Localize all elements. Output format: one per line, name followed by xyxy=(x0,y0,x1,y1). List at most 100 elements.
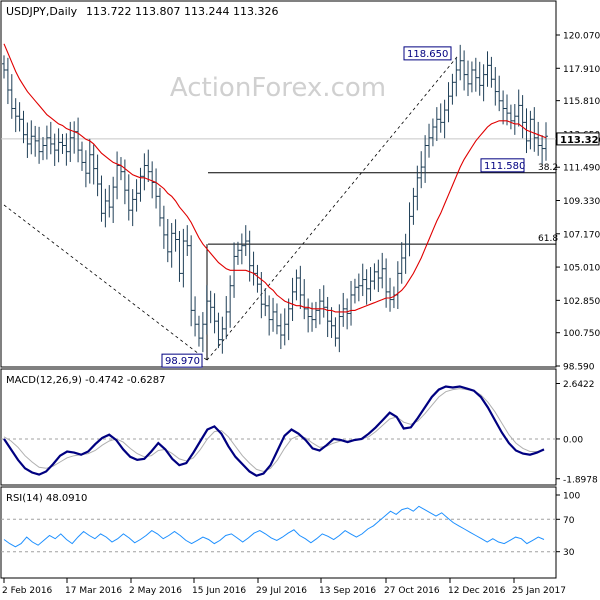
price-bar xyxy=(310,302,315,332)
price-chart-title: USDJPY,Daily xyxy=(6,5,78,18)
rsi-y-tick-label: 30 xyxy=(563,548,575,558)
price-bar xyxy=(306,298,311,333)
price-bar xyxy=(130,189,135,227)
price-bar xyxy=(466,60,471,97)
price-bar xyxy=(528,110,533,150)
price-bar xyxy=(40,137,45,161)
price-bar xyxy=(341,292,346,327)
price-bar xyxy=(274,303,279,335)
price-bar xyxy=(372,263,377,290)
price-bar xyxy=(430,118,435,147)
rsi-y-tick-label: 70 xyxy=(563,516,575,526)
x-tick-label: 13 Sep 2016 xyxy=(319,586,376,596)
price-bar xyxy=(33,125,38,157)
macd-y-tick-label: -1.8978 xyxy=(563,475,598,485)
price-bar xyxy=(376,259,381,293)
price-bar xyxy=(469,61,474,93)
price-bar xyxy=(173,219,178,252)
price-bar xyxy=(169,222,174,268)
price-bar xyxy=(161,205,166,249)
rsi-panel-frame xyxy=(0,486,557,579)
price-bar xyxy=(5,57,10,105)
price-annotations: 98.970 118.650 111.580 38.2 61.8 xyxy=(161,46,558,368)
x-tick-label: 17 Mar 2016 xyxy=(65,586,122,596)
price-bar xyxy=(536,121,541,156)
price-y-tick-label: 98.590 xyxy=(563,363,595,373)
price-bar xyxy=(204,285,209,335)
macd-signal-line xyxy=(3,388,545,473)
watermark: ActionForex.com xyxy=(170,73,386,103)
price-bar xyxy=(380,252,385,289)
price-y-tick-label: 115.810 xyxy=(563,97,600,107)
price-bar xyxy=(103,188,108,228)
rsi-line xyxy=(3,505,545,548)
macd-y-axis: 2.6422 0.00 -1.8978 xyxy=(556,380,598,485)
price-bar xyxy=(419,151,424,189)
price-bars xyxy=(2,44,548,354)
price-bar xyxy=(107,185,112,218)
price-bar xyxy=(200,312,205,353)
price-bar xyxy=(150,161,155,199)
price-bar xyxy=(17,102,22,132)
price-bar xyxy=(384,258,389,308)
price-bar xyxy=(489,56,494,88)
price-bar xyxy=(189,235,194,327)
price-bar xyxy=(505,94,510,126)
price-bar xyxy=(458,44,463,81)
price-bar xyxy=(540,135,545,165)
price-bar xyxy=(493,67,498,106)
price-bar xyxy=(302,279,307,320)
price-bar xyxy=(9,74,14,119)
price-bar xyxy=(388,277,393,312)
price-bar xyxy=(44,125,49,160)
price-bar xyxy=(333,317,338,347)
price-y-tick-label: 107.170 xyxy=(563,230,600,240)
price-bar xyxy=(68,121,73,162)
price-bar xyxy=(224,296,229,340)
high-label: 118.650 xyxy=(407,49,448,60)
price-y-tick-label: 111.490 xyxy=(563,164,600,174)
price-y-tick-label: 117.910 xyxy=(563,65,600,75)
price-bar xyxy=(216,312,221,349)
price-bar xyxy=(271,297,276,332)
price-bar xyxy=(122,159,127,205)
price-bar xyxy=(282,308,287,346)
price-bar xyxy=(21,110,26,144)
price-bar xyxy=(403,233,408,274)
x-tick-label: 15 Jun 2016 xyxy=(192,586,246,596)
price-bar xyxy=(286,298,291,341)
price-bar xyxy=(142,153,147,191)
price-bar xyxy=(99,175,104,222)
price-bar xyxy=(434,107,439,142)
price-bar xyxy=(79,141,84,171)
price-y-tick-label: 109.330 xyxy=(563,197,600,207)
price-bar xyxy=(450,73,455,105)
price-bar xyxy=(508,104,513,130)
price-bar xyxy=(485,51,490,87)
price-bar xyxy=(263,288,268,317)
price-bar xyxy=(25,122,30,158)
price-bar xyxy=(454,57,459,97)
price-guides xyxy=(1,56,556,361)
rsi-y-axis: 100 70 30 xyxy=(556,492,580,558)
price-bar xyxy=(524,108,529,154)
price-y-axis: 120.070117.910115.810113.650111.490109.3… xyxy=(556,32,600,373)
price-bar xyxy=(56,128,61,163)
price-bar xyxy=(364,269,369,305)
price-bar xyxy=(267,295,272,336)
price-bar xyxy=(52,133,57,166)
price-bar xyxy=(115,151,120,200)
price-bar xyxy=(290,277,295,322)
moving-average-line xyxy=(3,43,547,313)
price-bar xyxy=(325,296,330,338)
price-y-tick-label: 102.850 xyxy=(563,297,600,307)
price-bar xyxy=(411,187,416,225)
price-bar xyxy=(64,133,69,166)
price-bar xyxy=(247,230,252,282)
price-bar xyxy=(313,301,318,329)
price-bar xyxy=(497,75,502,112)
price-bar xyxy=(126,174,131,221)
price-bar xyxy=(532,107,537,152)
price-bar xyxy=(48,121,53,155)
